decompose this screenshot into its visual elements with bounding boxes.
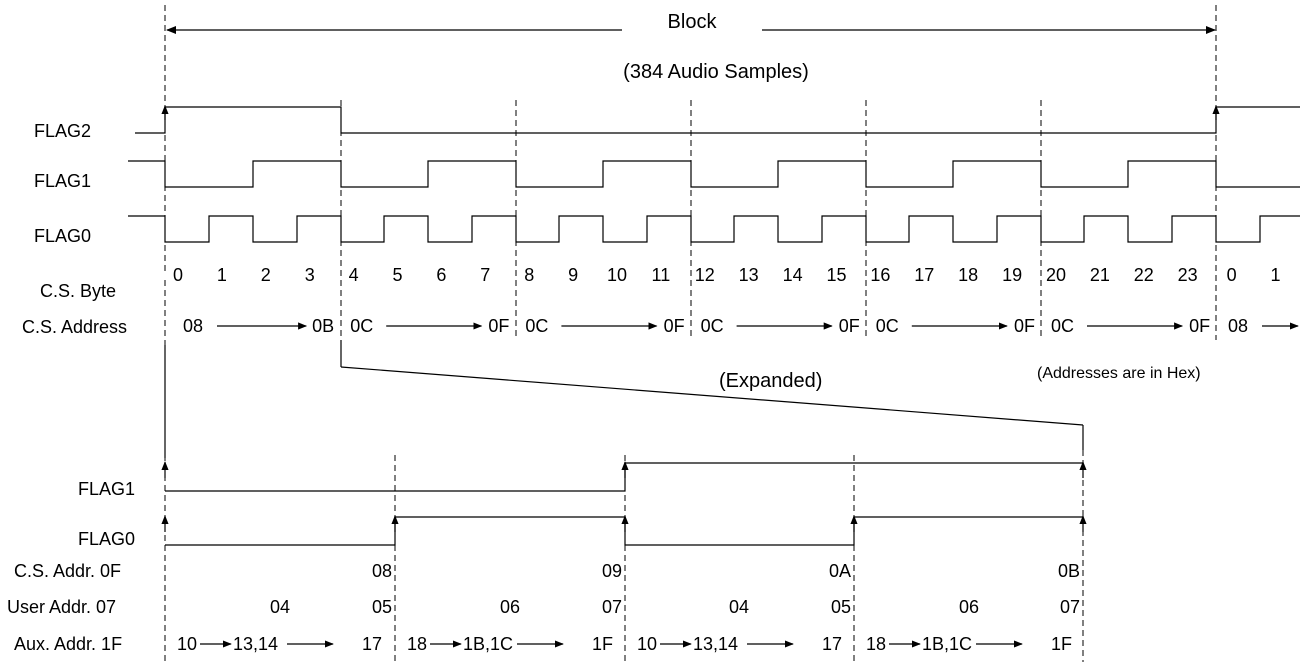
cs-address-groups: 08 0B 0C 0F 0C 0F 0C 0F 0C 0F 0C 0F <box>183 316 1210 336</box>
expanded-aux-addr-c: 1F <box>1051 634 1072 654</box>
expanded-user-addr-value: 07 <box>602 597 622 617</box>
expanded-user-addr-value: 07 <box>1060 597 1080 617</box>
expanded-aux-addr-c: 17 <box>362 634 382 654</box>
cs-byte-value: 21 <box>1090 265 1110 285</box>
cs-byte-value: 1 <box>217 265 227 285</box>
cs-byte-values: 0 1 2 3 4 5 6 7 8 9 10 11 12 13 14 15 16 17 18 19 20 21 22 23 0 1 <box>173 265 1281 285</box>
cs-byte-value: 0 <box>173 265 183 285</box>
expanded-aux-addr-c: 17 <box>822 634 842 654</box>
cs-byte-label: C.S. Byte <box>40 281 116 301</box>
expanded-flag1-waveform <box>165 462 1083 492</box>
expanded-cs-addr-value: 0A <box>829 561 851 581</box>
expanded-flag0-waveform <box>165 516 1083 546</box>
expanded-aux-addr-c: 1F <box>592 634 613 654</box>
cs-byte-value: 14 <box>783 265 803 285</box>
flag2-waveform <box>135 106 1300 134</box>
cs-byte-value: 16 <box>870 265 890 285</box>
cs-address-start: 08 <box>183 316 203 336</box>
expanded-flag1-label: FLAG1 <box>78 479 135 499</box>
expanded-user-addr-value: 05 <box>831 597 851 617</box>
expanded-cs-addr-value: 0B <box>1058 561 1080 581</box>
cs-address-start: 0C <box>350 316 373 336</box>
expanded-user-addr-value: 04 <box>270 597 290 617</box>
cs-address-start: 0C <box>701 316 724 336</box>
expanded-user-addr-value: 05 <box>372 597 392 617</box>
expanded-user-addr-value: 06 <box>959 597 979 617</box>
cs-address-trailing: 08 <box>1228 316 1248 336</box>
cs-address-end: 0F <box>664 316 685 336</box>
block-span: Block (384 Audio Samples) <box>166 11 1216 83</box>
expanded-cs-addr-values: 08 09 0A 0B <box>372 561 1080 581</box>
expansion-lines <box>164 340 1084 458</box>
expanded-aux-addr-b: 1B,1C <box>922 634 972 654</box>
cs-address-end: 0F <box>839 316 860 336</box>
cs-address-start: 0C <box>876 316 899 336</box>
cs-address-end: 0F <box>1014 316 1035 336</box>
cs-address-end: 0F <box>488 316 509 336</box>
cs-byte-value: 17 <box>914 265 934 285</box>
expansion-diagonal <box>340 366 1084 426</box>
cs-byte-value: 15 <box>826 265 846 285</box>
cs-byte-value: 5 <box>392 265 402 285</box>
cs-byte-value: 4 <box>349 265 359 285</box>
expanded-user-addr-value: 04 <box>729 597 749 617</box>
expanded-aux-addr-label: Aux. Addr. 1F <box>14 634 122 654</box>
cs-byte-value: 7 <box>480 265 490 285</box>
flag1-waveform <box>128 160 1300 188</box>
cs-byte-value: 10 <box>607 265 627 285</box>
cs-address-start: 0C <box>525 316 548 336</box>
expanded-aux-addr-a: 18 <box>866 634 886 654</box>
expanded-aux-addr-a: 18 <box>407 634 427 654</box>
cs-address-label: C.S. Address <box>22 317 127 337</box>
cs-address-end: 0F <box>1189 316 1210 336</box>
cs-byte-value: 6 <box>436 265 446 285</box>
flag2-label: FLAG2 <box>34 121 91 141</box>
expanded-aux-addr-a: 10 <box>637 634 657 654</box>
expanded-aux-addr-b: 13,14 <box>693 634 738 654</box>
block-subtitle: (384 Audio Samples) <box>623 61 809 83</box>
cs-byte-value: 19 <box>1002 265 1022 285</box>
expanded-cs-addr-value: 08 <box>372 561 392 581</box>
expanded-aux-addr-groups: 10 13,14 17 18 1B,1C 1F 10 13,14 17 18 1B,1C 1F <box>177 634 1072 654</box>
cs-byte-value: 3 <box>305 265 315 285</box>
cs-byte-value: 8 <box>524 265 534 285</box>
cs-byte-value: 20 <box>1046 265 1066 285</box>
flag0-waveform <box>128 215 1300 243</box>
expanded-user-addr-values: 04 05 06 07 04 05 06 07 <box>270 597 1080 617</box>
cs-byte-value: 11 <box>652 265 671 285</box>
cs-byte-value: 13 <box>739 265 759 285</box>
expanded-user-addr-label: User Addr. 07 <box>7 597 116 617</box>
cs-byte-value: 1 <box>1270 265 1280 285</box>
expanded-flag0-label: FLAG0 <box>78 529 135 549</box>
expanded-cs-addr-label: C.S. Addr. 0F <box>14 561 121 581</box>
cs-byte-value: 2 <box>261 265 271 285</box>
lower-dividers <box>164 450 1084 662</box>
cs-byte-value: 22 <box>1134 265 1154 285</box>
block-title: Block <box>668 11 718 33</box>
cs-address-start: 0C <box>1051 316 1074 336</box>
expanded-aux-addr-b: 13,14 <box>233 634 278 654</box>
cs-byte-value: 18 <box>958 265 978 285</box>
expanded-label: (Expanded) <box>719 370 822 392</box>
expanded-user-addr-value: 06 <box>500 597 520 617</box>
cs-byte-value: 12 <box>695 265 715 285</box>
flag0-label: FLAG0 <box>34 226 91 246</box>
hex-note: (Addresses are in Hex) <box>1037 365 1201 382</box>
cs-byte-value: 9 <box>568 265 578 285</box>
cs-byte-value: 0 <box>1227 265 1237 285</box>
expanded-aux-addr-a: 10 <box>177 634 197 654</box>
cs-address-end: 0B <box>312 316 334 336</box>
cs-byte-value: 23 <box>1178 265 1198 285</box>
expanded-cs-addr-value: 09 <box>602 561 622 581</box>
flag1-label: FLAG1 <box>34 171 91 191</box>
expanded-aux-addr-b: 1B,1C <box>463 634 513 654</box>
